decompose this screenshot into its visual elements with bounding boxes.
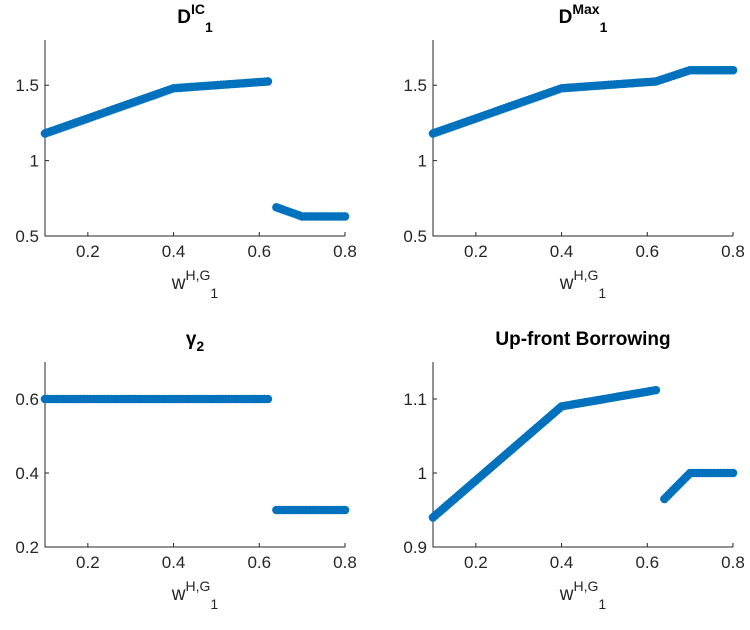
data-point [340,505,350,515]
axes [432,362,733,548]
x-axis-label-base: w [559,273,574,294]
chart-title: DIC1 [177,1,213,35]
x-tick-label: 0.4 [550,242,574,261]
y-tick-label: 1 [418,152,427,171]
chart-title-superscript: IC [191,1,205,17]
x-axis-label: wH,G 1 [171,267,219,301]
chart-title-subscript: 1 [600,19,608,35]
chart-title-superscript: Max [572,1,599,17]
y-tick-label: 0.9 [403,538,427,557]
x-axis-label-base: w [171,273,186,294]
x-tick-label: 0.2 [464,553,488,572]
data-point [263,77,273,86]
x-axis-label-superscript: H,G [186,578,211,594]
x-axis-label-superscript: H,G [186,267,211,283]
y-tick-label: 1 [418,464,427,483]
x-axis-label-superscript: H,G [574,578,599,594]
panel-4: 0.2 0.4 0.6 0.8 0.9 1 1.1 Up-front Borrowing wH,… [403,329,744,612]
x-axis-label-base: w [559,584,574,605]
x-axis-label-subscript: 1 [598,285,606,301]
data-point [728,65,738,75]
chart-title: Up-front Borrowing [495,329,670,350]
x-tick-label: 0.6 [635,553,659,572]
data-point [728,468,738,478]
x-tick-label: 0.2 [76,242,100,261]
x-tick-label: 0.6 [247,242,271,261]
chart-title: γ2 [186,329,205,354]
x-tick-label: 0.6 [635,242,659,261]
x-axis-label-subscript: 1 [598,596,606,612]
y-tick-label: 1.1 [403,390,427,409]
series-2 [660,468,738,504]
y-tick-label: 0.2 [15,538,39,557]
axes [44,362,345,548]
chart-title-base: γ [186,329,197,350]
y-tick-label: 0.5 [15,227,39,246]
x-tick-label: 0.8 [721,242,745,261]
panel-3: 0.2 0.4 0.6 0.8 0.2 0.4 0.6 γ2 wH,G 1 [15,329,356,612]
series-1 [40,394,273,404]
chart-title-subscript: 2 [196,338,204,354]
data-point [651,385,661,395]
series-2 [272,203,350,221]
data-point [263,394,273,404]
chart-title-base: D [177,7,191,28]
chart-title: DMax1 [559,1,608,35]
x-tick-label: 0.4 [550,553,574,572]
x-axis-label-base: w [171,584,186,605]
x-axis-label-subscript: 1 [210,285,218,301]
x-tick-label: 0.4 [162,553,186,572]
x-axis-label: wH,G 1 [559,267,607,301]
data-point [340,212,350,221]
series-1 [428,385,661,522]
y-tick-label: 1.5 [15,76,39,95]
x-axis-label-superscript: H,G [574,267,599,283]
x-tick-label: 0.8 [333,553,357,572]
series-1 [40,77,273,138]
series-1 [428,65,738,138]
x-tick-label: 0.6 [247,553,271,572]
y-tick-label: 1.5 [403,76,427,95]
y-tick-label: 0.4 [15,464,39,483]
chart-title-base: D [559,7,573,28]
x-tick-label: 0.2 [76,553,100,572]
chart-title-subscript: 1 [205,19,213,35]
x-tick-label: 0.8 [721,553,745,572]
y-tick-label: 0.6 [15,390,39,409]
x-axis-label: wH,G 1 [171,578,219,612]
series-2 [272,505,350,515]
x-tick-label: 0.2 [464,242,488,261]
y-tick-label: 0.5 [403,227,427,246]
x-tick-label: 0.8 [333,242,357,261]
y-tick-label: 1 [30,152,39,171]
chart-title-base: Up-front Borrowing [495,329,670,350]
x-axis-label-subscript: 1 [210,596,218,612]
x-axis-label: wH,G 1 [559,578,607,612]
axes [44,40,345,237]
x-tick-label: 0.4 [162,242,186,261]
